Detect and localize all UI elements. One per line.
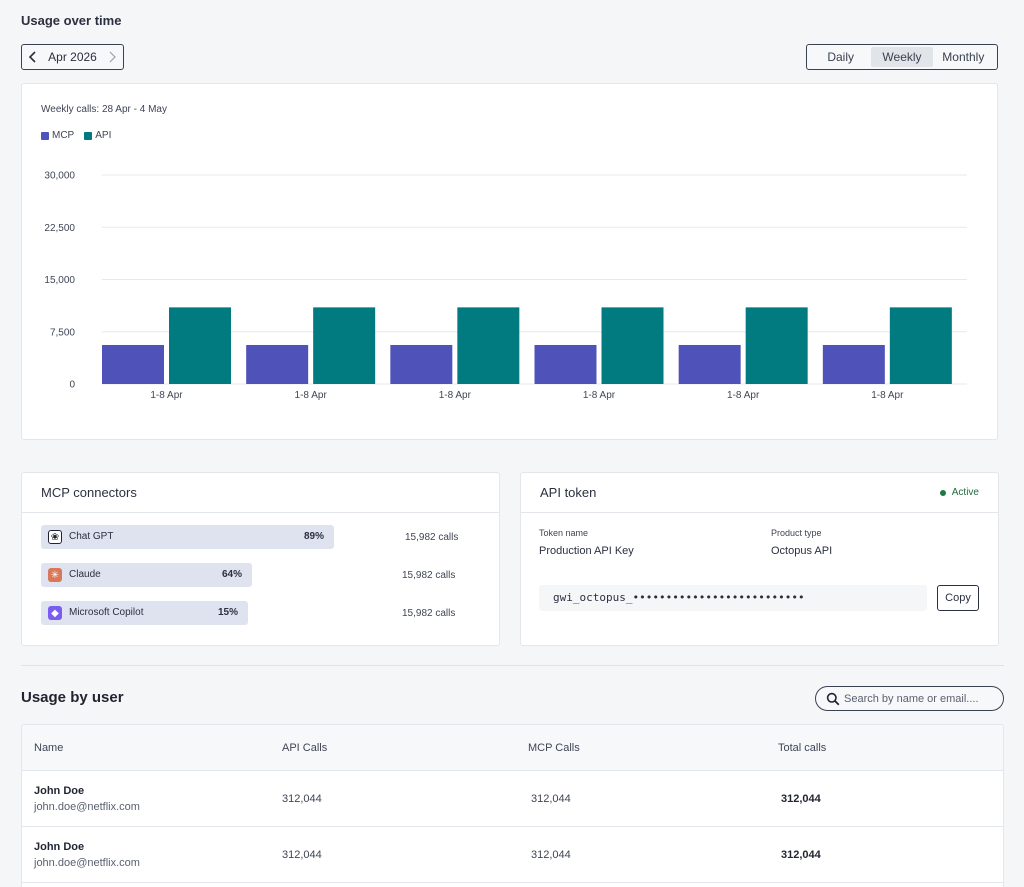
api-calls-value: 312,044 [282,849,322,861]
y-tick-label: 15,000 [44,275,75,286]
user-name: John Doe [34,841,85,853]
table-header: Name API Calls MCP Calls Total calls [22,725,1003,771]
users-section-title: Usage by user [21,689,124,706]
total-calls-value: 312,044 [781,793,821,805]
month-picker: Apr 2026 [21,44,124,70]
x-tick-label: 1-8 Apr [583,390,616,401]
x-tick-label: 1-8 Apr [295,390,328,401]
connector-row: ✳ Claude 64% 15,982 calls [41,563,481,587]
user-email: john.doe@netflix.com [34,857,140,869]
legend-item-mcp: MCP [41,130,74,141]
x-tick-label: 1-8 Apr [871,390,904,401]
connector-calls: 15,982 calls [402,570,456,581]
mcp-card-title: MCP connectors [41,485,137,500]
mcp-calls-value: 312,044 [531,849,571,861]
y-tick-label: 22,500 [44,223,75,234]
section-divider [21,665,1004,666]
connector-percent: 89% [303,531,324,542]
chatgpt-icon: ❀ [48,530,62,544]
bar-mcp[interactable] [678,344,741,384]
bar-mcp[interactable] [822,344,885,384]
copy-button[interactable]: Copy [937,585,979,611]
users-table: Name API Calls MCP Calls Total calls Joh… [21,724,1004,887]
chevron-left-icon[interactable] [22,45,44,69]
x-tick-label: 1-8 Apr [150,390,183,401]
legend-swatch-mcp [41,131,49,140]
col-name[interactable]: Name [34,742,64,754]
api-token-card: API token Active Token name Production A… [520,472,999,646]
product-type-value: Octopus API [771,545,833,557]
connector-name: Microsoft Copilot [69,607,144,618]
total-calls-value: 312,044 [781,849,821,861]
x-tick-label: 1-8 Apr [439,390,472,401]
connector-row: ❀ Chat GPT 89% 15,982 calls [41,525,481,549]
table-row[interactable]: John Doe john.doe@netflix.com 312,044 31… [22,827,1003,883]
y-tick-label: 0 [69,380,75,391]
connector-calls: 15,982 calls [402,608,456,619]
connector-row: ◆ Microsoft Copilot 15% 15,982 calls [41,601,481,625]
connector-percent: 64% [221,569,242,580]
search-box [815,686,1004,711]
col-total-calls[interactable]: Total calls [778,742,827,754]
y-tick-label: 7,500 [50,327,75,338]
connector-bar [41,563,252,587]
x-tick-label: 1-8 Apr [727,390,760,401]
legend-label-mcp: MCP [52,130,75,141]
bar-mcp[interactable] [246,344,309,384]
copilot-icon: ◆ [48,606,62,620]
mcp-calls-value: 312,044 [531,793,571,805]
bar-mcp[interactable] [102,344,164,384]
status-badge: Active [939,487,979,498]
y-tick-label: 30,000 [44,171,75,182]
usage-section-title: Usage over time [21,13,122,28]
token-name-value: Production API Key [539,545,634,557]
period-toggle: Daily Weekly Monthly [806,44,998,70]
bar-api[interactable] [169,307,231,384]
connector-calls: 15,982 calls [405,532,459,543]
bar-api[interactable] [601,307,664,384]
api-card-header: API token Active [521,473,998,513]
connector-bar [41,525,334,549]
connector-bar [41,601,248,625]
user-email: john.doe@netflix.com [34,801,140,813]
legend-item-api: API [84,130,111,141]
bar-api[interactable] [457,307,520,384]
period-weekly[interactable]: Weekly [871,47,933,67]
search-icon [826,692,840,706]
legend-swatch-api [84,131,93,140]
month-label: Apr 2026 [48,50,97,64]
bar-mcp[interactable] [534,344,597,384]
status-label: Active [951,487,979,498]
chart-legend: MCP API [41,130,111,141]
bar-api[interactable] [889,307,952,384]
token-name-label: Token name [539,528,589,538]
mcp-connectors-card: MCP connectors ❀ Chat GPT 89% 15,982 calls ✳… [21,472,500,646]
token-value[interactable]: gwi_octopus_•••••••••••••••••••••••••• [539,585,927,611]
col-api-calls[interactable]: API Calls [282,742,328,754]
usage-chart-card: Weekly calls: 28 Apr - 4 May MCP API 30,… [21,83,998,440]
connector-percent: 15% [217,607,238,618]
period-daily[interactable]: Daily [827,50,854,64]
connector-name: Claude [69,569,101,580]
api-card-title: API token [540,485,597,500]
chart-title: Weekly calls: 28 Apr - 4 May [41,104,167,115]
period-monthly[interactable]: Monthly [942,50,985,64]
status-dot-icon [939,489,946,496]
table-row[interactable]: John Doe john.doe@netflix.com 312,044 31… [22,771,1003,827]
bar-api[interactable] [313,307,376,384]
api-calls-value: 312,044 [282,793,322,805]
search-input[interactable] [844,692,994,705]
product-type-label: Product type [771,528,822,538]
bar-api[interactable] [745,307,808,384]
claude-icon: ✳ [48,568,62,582]
chevron-right-icon[interactable] [101,45,123,69]
col-mcp-calls[interactable]: MCP Calls [528,742,580,754]
legend-label-api: API [95,130,112,141]
connector-name: Chat GPT [69,531,114,542]
bar-mcp[interactable] [390,344,453,384]
mcp-card-header: MCP connectors [22,473,499,513]
user-name: John Doe [34,785,85,797]
bar-chart: 30,000 22,500 15,000 7,500 0 1-8 Apr 1-8 Apr 1-… [44,171,967,401]
